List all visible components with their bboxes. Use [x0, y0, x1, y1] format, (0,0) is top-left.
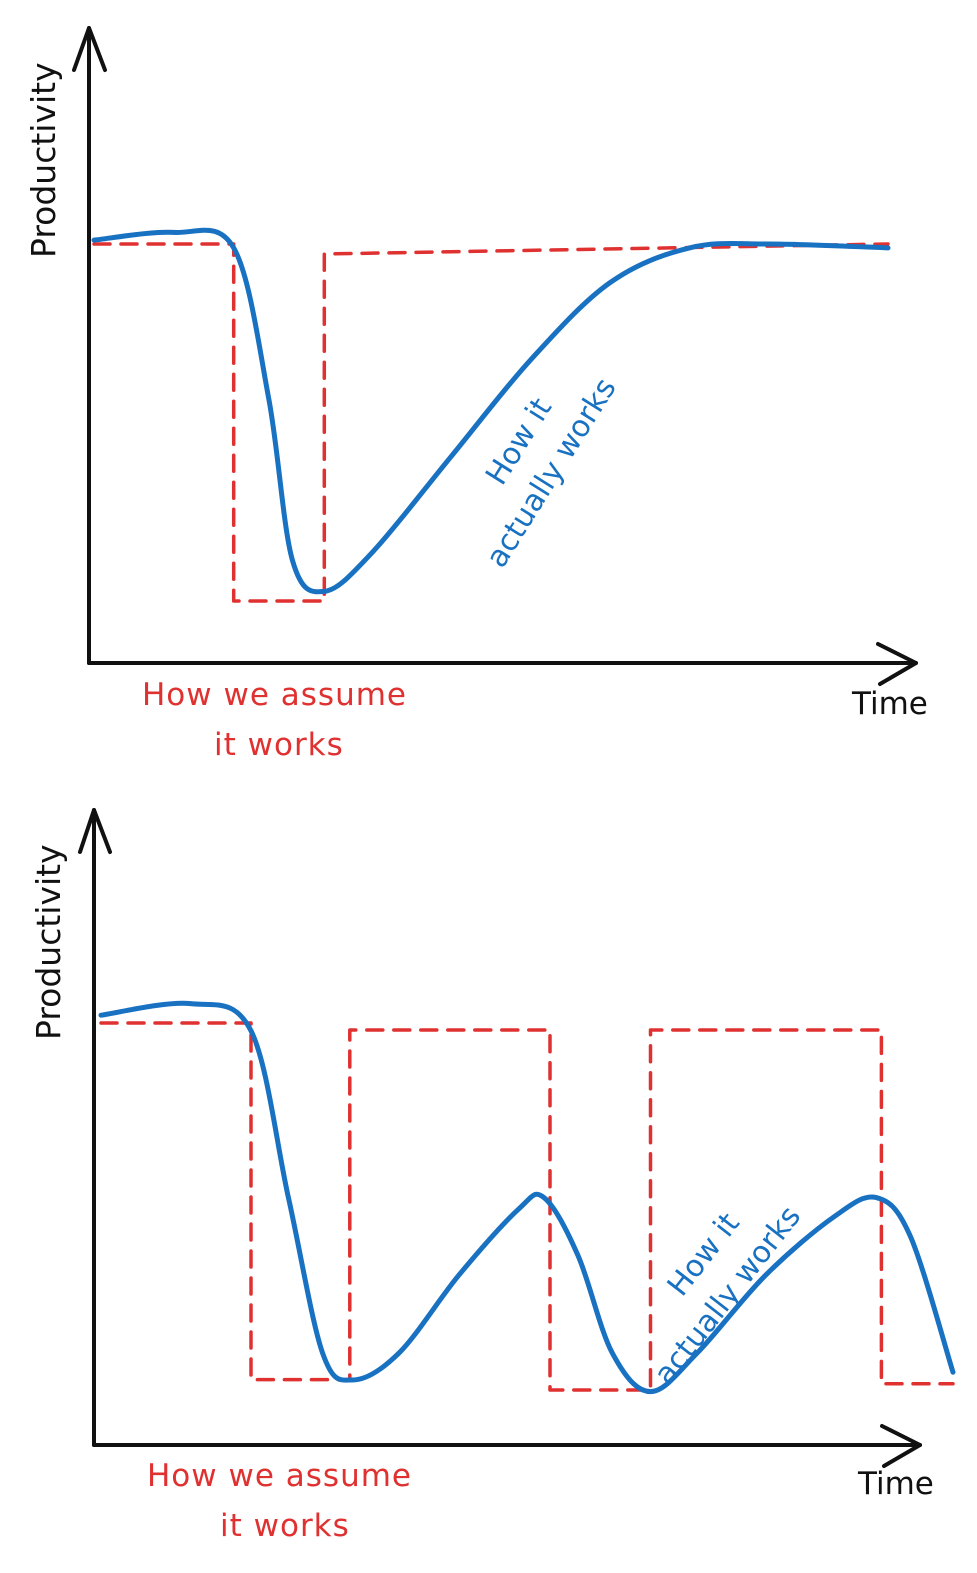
- assumed-annotation: How we assume it works: [147, 1458, 423, 1544]
- x-axis-label: Time: [857, 1466, 934, 1502]
- y-axis-arrow: [78, 808, 112, 854]
- assumed-annotation-line-2: it works: [214, 727, 344, 763]
- x-axis-arrow: [876, 642, 918, 686]
- chart-top-svg: Productivity Time How we assume it works…: [24, 26, 928, 763]
- assumed-annotation-line-1: How we assume: [147, 1458, 412, 1494]
- y-axis-arrow: [72, 26, 107, 72]
- chart-bottom-svg: Productivity Time How we assume it works…: [29, 808, 956, 1544]
- y-axis-label: Productivity: [29, 844, 68, 1040]
- x-axis-arrow: [880, 1424, 922, 1468]
- assumed-annotation: How we assume it works: [142, 677, 418, 763]
- actual-annotation: How it actually works: [442, 349, 624, 574]
- assumed-series-line: [99, 1021, 955, 1392]
- assumed-annotation-line-1: How we assume: [142, 677, 407, 713]
- actual-annotation: How it actually works: [613, 1172, 808, 1391]
- assumed-series-line: [92, 242, 890, 603]
- assumed-annotation-line-2: it works: [220, 1508, 350, 1544]
- y-axis-label: Productivity: [24, 62, 63, 258]
- actual-series-line: [98, 1000, 956, 1395]
- actual-series-line: [91, 227, 891, 595]
- x-axis-label: Time: [851, 686, 928, 722]
- chart-bottom: Productivity Time How we assume it works…: [0, 786, 977, 1573]
- chart-top: Productivity Time How we assume it works…: [0, 0, 977, 786]
